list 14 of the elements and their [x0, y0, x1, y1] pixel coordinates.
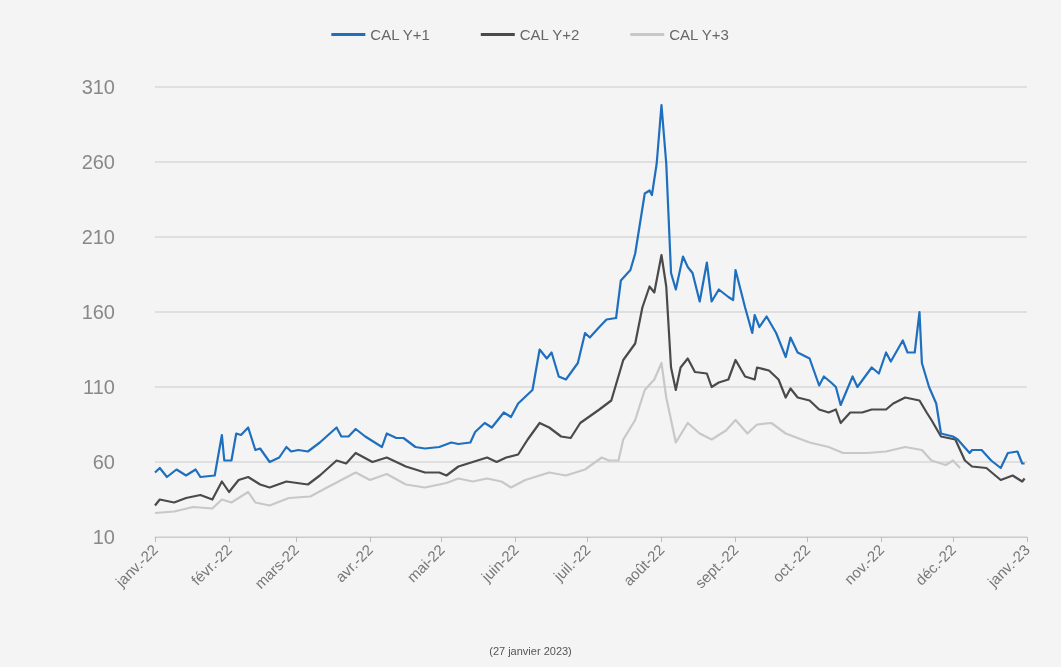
line-series: [153, 361, 962, 515]
legend-label: CAL Y+1: [370, 26, 430, 43]
y-tick-label: 60: [92, 451, 115, 473]
y-tick-label: 310: [81, 76, 115, 98]
legend-label: CAL Y+3: [669, 26, 729, 43]
legend-label: CAL Y+2: [519, 26, 580, 43]
line-series: [153, 253, 1026, 507]
y-tick-label: 110: [83, 376, 115, 398]
y-tick-label: 260: [81, 151, 115, 173]
line-series: [153, 103, 1026, 479]
y-tick-label: 160: [81, 301, 115, 323]
y-tick-label: 10: [92, 526, 115, 548]
text: (27 janvier 2023): [489, 644, 572, 657]
y-tick-label: 210: [81, 226, 115, 248]
